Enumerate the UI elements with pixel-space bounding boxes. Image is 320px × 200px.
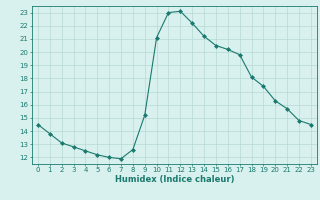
X-axis label: Humidex (Indice chaleur): Humidex (Indice chaleur)	[115, 175, 234, 184]
